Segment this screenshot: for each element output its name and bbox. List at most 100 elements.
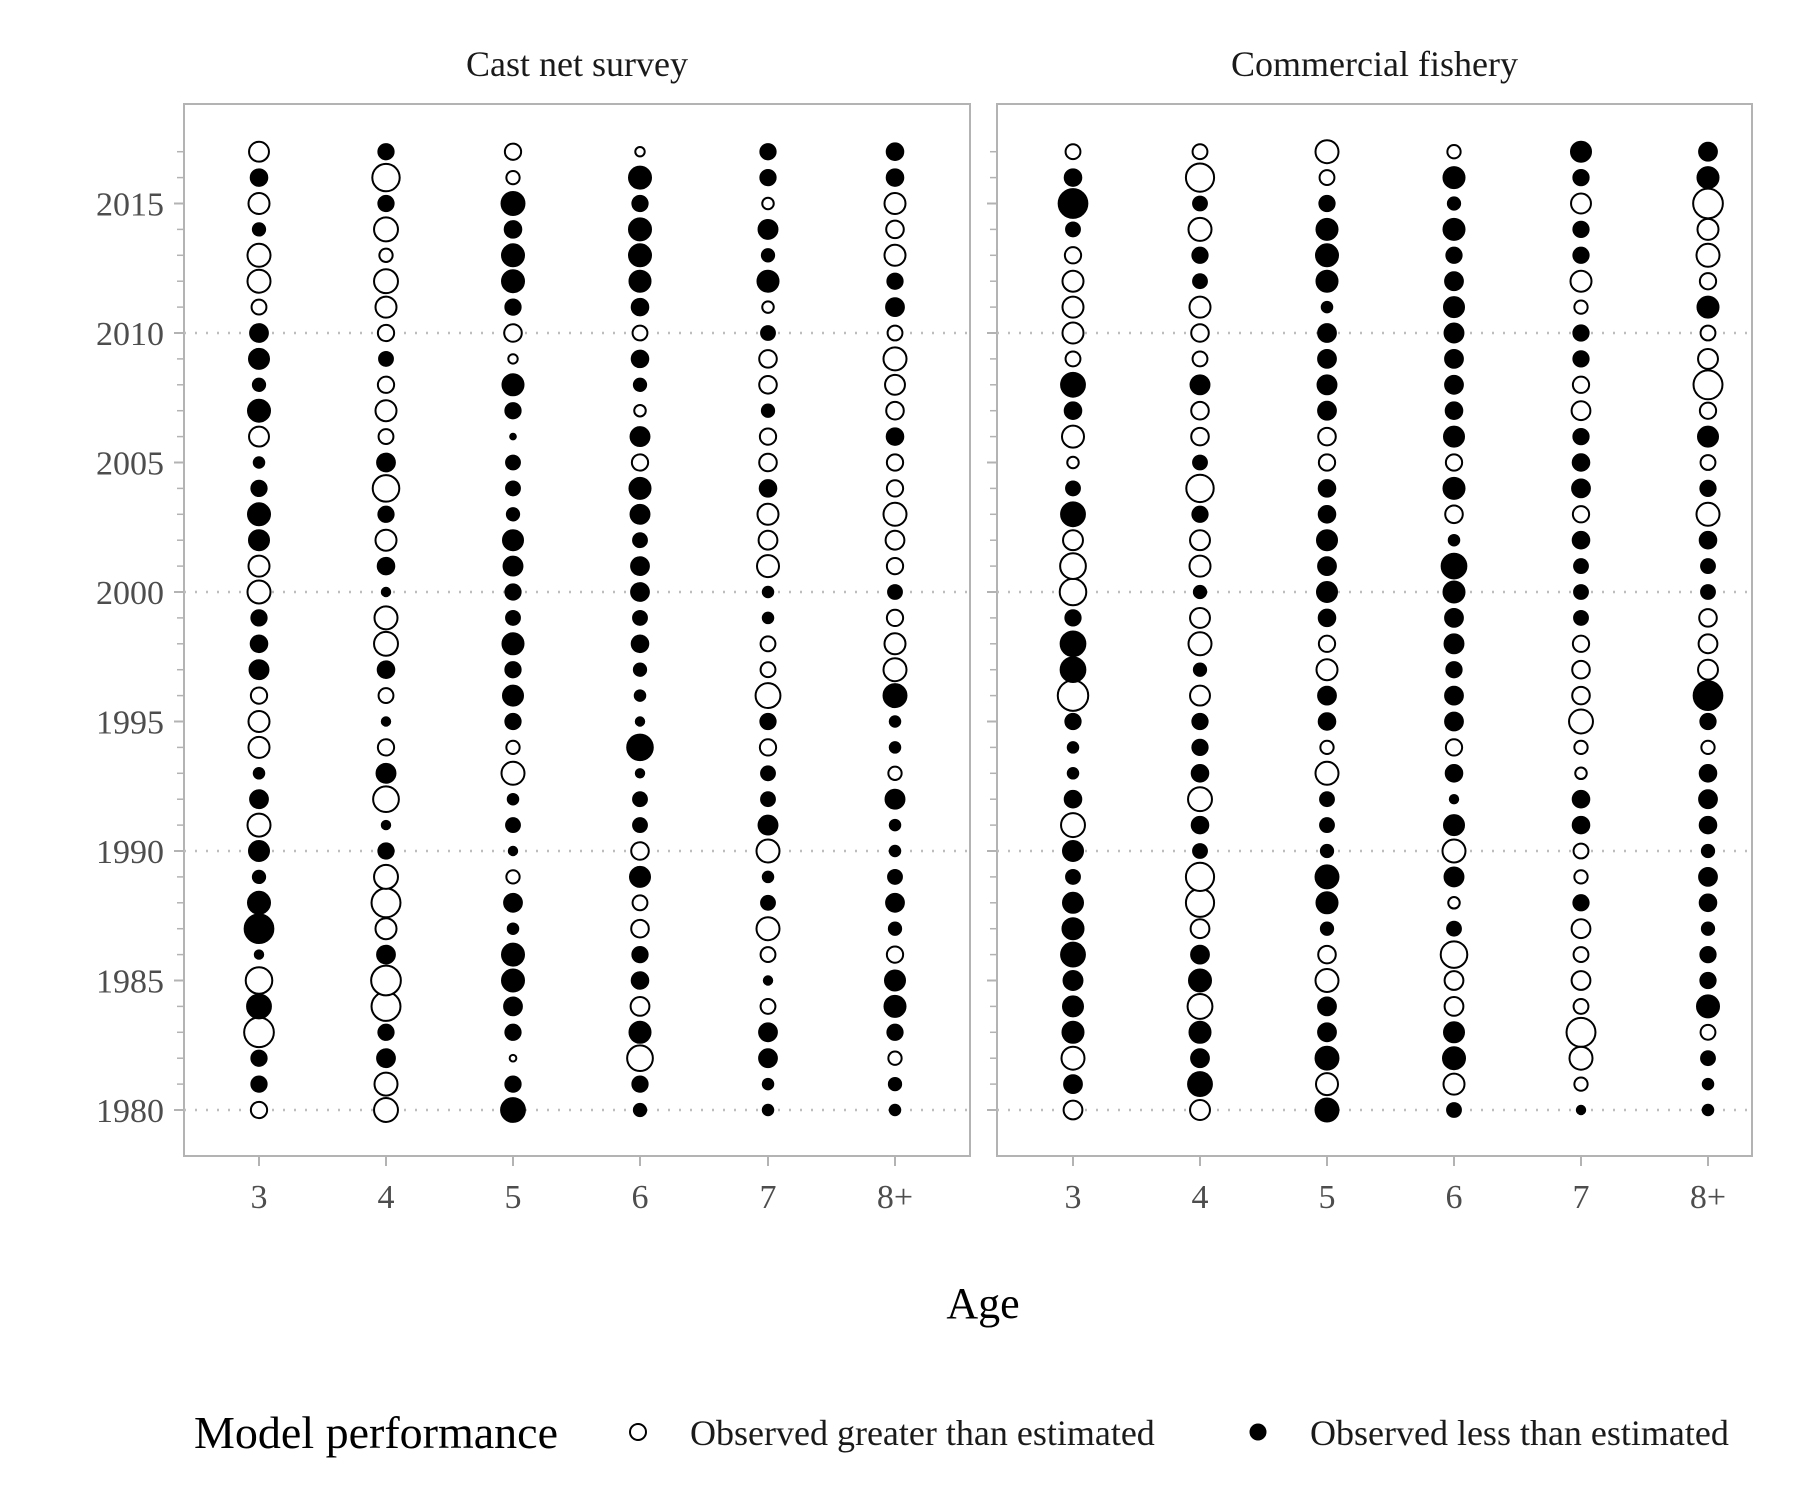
point-observed-greater (246, 812, 272, 838)
point-observed-less (761, 611, 775, 625)
point-observed-greater (886, 324, 904, 342)
point-observed-less (246, 993, 272, 1020)
point-observed-less (1315, 217, 1339, 241)
point-observed-less (1315, 891, 1339, 915)
point-observed-less (632, 532, 648, 549)
point-observed-greater (759, 635, 777, 653)
point-observed-greater (500, 760, 526, 786)
point-observed-less (1572, 168, 1590, 187)
point-observed-less (501, 968, 525, 993)
point-observed-greater (761, 196, 775, 211)
point-observed-greater (374, 399, 398, 423)
point-observed-less (377, 505, 395, 523)
point-observed-greater (882, 657, 908, 683)
point-observed-less (888, 741, 902, 754)
point-observed-less (1448, 794, 1460, 805)
point-observed-less (1444, 374, 1464, 395)
point-observed-less (1699, 712, 1717, 731)
point-observed-less (888, 818, 902, 832)
point-observed-less (1443, 296, 1465, 319)
point-observed-greater (629, 996, 651, 1017)
point-observed-greater (631, 894, 649, 912)
point-observed-greater (758, 738, 778, 757)
point-observed-less (756, 269, 780, 293)
point-observed-greater (1573, 1076, 1589, 1092)
point-observed-greater (885, 453, 905, 472)
point-observed-greater (376, 375, 396, 394)
point-observed-less (1064, 609, 1082, 627)
point-observed-less (1445, 661, 1463, 679)
point-observed-greater (1317, 426, 1337, 447)
point-observed-greater (1446, 144, 1462, 160)
point-observed-greater (1443, 970, 1465, 991)
point-observed-less (632, 791, 648, 808)
point-observed-greater (1189, 529, 1211, 552)
x-axis-title: Age (946, 1279, 1019, 1328)
x-tick-label: 5 (1319, 1179, 1336, 1216)
point-observed-less (1696, 166, 1720, 190)
y-tick-label: 2005 (96, 446, 164, 483)
point-observed-greater (1190, 400, 1210, 421)
point-observed-less (501, 942, 525, 967)
point-observed-greater (1572, 946, 1590, 964)
point-observed-less (1317, 608, 1337, 628)
point-observed-greater (885, 479, 905, 498)
point-observed-less (247, 502, 271, 527)
point-observed-less (885, 168, 905, 187)
point-observed-greater (1571, 659, 1591, 680)
point-observed-less (1700, 1050, 1716, 1067)
point-observed-less (509, 432, 517, 441)
point-observed-less (1444, 349, 1464, 369)
point-observed-greater (371, 474, 401, 503)
point-observed-greater (884, 529, 906, 551)
point-observed-greater (1317, 944, 1337, 965)
x-tick-label: 3 (1065, 1179, 1082, 1216)
point-observed-less (1190, 815, 1210, 835)
point-observed-less (504, 712, 522, 731)
point-observed-greater (1572, 842, 1590, 860)
point-observed-greater (1569, 269, 1593, 293)
point-observed-less (634, 768, 646, 779)
point-observed-less (1191, 246, 1209, 264)
point-observed-less (628, 476, 652, 500)
legend-label-open: Observed greater than estimated (690, 1413, 1155, 1453)
point-observed-less (1698, 789, 1718, 810)
point-observed-greater (1573, 299, 1589, 315)
point-observed-greater (1700, 739, 1716, 756)
point-observed-greater (1188, 295, 1212, 319)
point-observed-greater (1060, 1045, 1086, 1071)
point-observed-less (1066, 741, 1080, 754)
point-observed-less (248, 659, 270, 681)
point-observed-less (630, 634, 650, 654)
point-observed-greater (1184, 887, 1216, 918)
point-observed-less (761, 1077, 775, 1091)
point-observed-less (1317, 1022, 1337, 1043)
point-observed-greater (1695, 242, 1721, 268)
point-observed-greater (1190, 426, 1210, 447)
point-observed-greater (1060, 424, 1086, 449)
point-observed-greater (757, 529, 779, 551)
point-observed-less (1571, 789, 1591, 809)
point-observed-greater (1314, 139, 1340, 165)
point-observed-greater (1059, 552, 1087, 580)
point-observed-greater (1573, 869, 1589, 885)
point-observed-greater (1064, 350, 1082, 368)
point-observed-less (1191, 712, 1209, 731)
point-observed-less (506, 922, 520, 935)
point-observed-less (502, 529, 524, 552)
point-observed-less (1066, 767, 1080, 780)
point-observed-greater (759, 661, 777, 679)
point-observed-less (1571, 530, 1591, 550)
point-observed-less (501, 373, 525, 397)
panel-border (996, 103, 1753, 1157)
point-observed-less (1444, 711, 1464, 732)
point-observed-less (376, 556, 396, 576)
point-observed-less (1319, 843, 1335, 859)
point-observed-less (1064, 712, 1082, 731)
point-observed-less (1318, 194, 1336, 213)
point-observed-greater (1568, 1045, 1594, 1071)
point-observed-less (1573, 584, 1589, 600)
point-observed-greater (883, 632, 907, 656)
point-observed-less (1057, 188, 1089, 219)
